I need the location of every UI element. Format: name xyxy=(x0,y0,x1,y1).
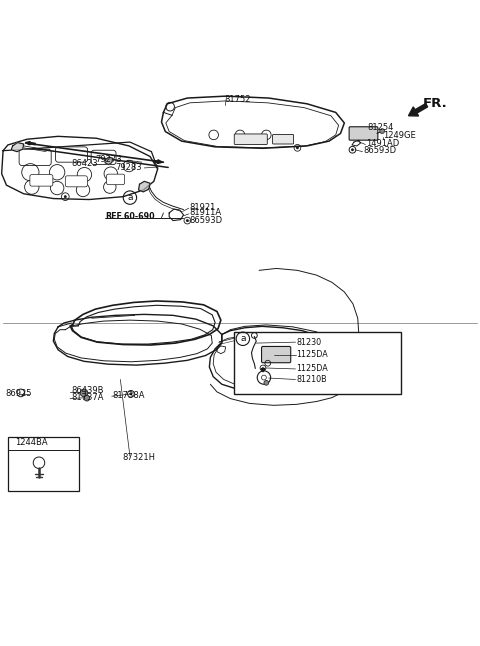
FancyArrow shape xyxy=(154,160,162,163)
Text: 86423: 86423 xyxy=(72,159,98,168)
Polygon shape xyxy=(139,182,150,192)
FancyArrow shape xyxy=(261,368,265,372)
Bar xyxy=(234,331,401,394)
Polygon shape xyxy=(105,157,113,165)
Text: 81752: 81752 xyxy=(225,96,251,105)
FancyBboxPatch shape xyxy=(107,174,125,185)
Text: 81737A: 81737A xyxy=(71,393,104,402)
Circle shape xyxy=(186,219,189,222)
Circle shape xyxy=(264,380,269,385)
FancyBboxPatch shape xyxy=(349,127,378,140)
Text: 81230: 81230 xyxy=(297,338,322,347)
Text: 79273: 79273 xyxy=(96,155,122,164)
Text: 86925: 86925 xyxy=(5,390,32,399)
FancyBboxPatch shape xyxy=(273,134,294,144)
Text: a: a xyxy=(127,193,132,202)
Text: 81911A: 81911A xyxy=(190,209,222,218)
FancyBboxPatch shape xyxy=(262,346,291,362)
Text: 81738A: 81738A xyxy=(113,391,145,400)
Circle shape xyxy=(296,147,299,149)
Circle shape xyxy=(262,367,264,369)
Text: 1249GE: 1249GE xyxy=(384,131,416,140)
Text: 1244BA: 1244BA xyxy=(15,438,48,447)
FancyBboxPatch shape xyxy=(30,174,53,186)
Circle shape xyxy=(263,377,265,379)
FancyBboxPatch shape xyxy=(56,147,87,162)
Text: 86593D: 86593D xyxy=(363,146,396,155)
Circle shape xyxy=(80,389,88,397)
FancyBboxPatch shape xyxy=(91,151,116,165)
Text: 1125DA: 1125DA xyxy=(297,364,328,373)
FancyBboxPatch shape xyxy=(65,176,87,187)
Circle shape xyxy=(380,129,384,134)
Text: REF.60-690: REF.60-690 xyxy=(105,213,155,221)
Text: 87321H: 87321H xyxy=(123,453,156,463)
Circle shape xyxy=(84,395,90,401)
Text: 86439B: 86439B xyxy=(71,386,104,395)
FancyArrow shape xyxy=(25,141,35,145)
Circle shape xyxy=(267,362,269,364)
Text: 86593D: 86593D xyxy=(190,216,223,225)
FancyBboxPatch shape xyxy=(19,149,51,165)
Text: FR.: FR. xyxy=(423,97,447,110)
Circle shape xyxy=(130,392,132,395)
Circle shape xyxy=(351,149,354,151)
Text: 81254: 81254 xyxy=(367,123,394,132)
Text: a: a xyxy=(240,334,246,343)
FancyBboxPatch shape xyxy=(234,134,267,145)
Circle shape xyxy=(64,195,67,198)
Text: 79283: 79283 xyxy=(116,163,142,172)
Text: 81210B: 81210B xyxy=(297,375,327,384)
FancyArrow shape xyxy=(408,103,428,116)
Text: 81921: 81921 xyxy=(190,203,216,212)
Bar xyxy=(8,437,79,490)
Text: 1125DA: 1125DA xyxy=(297,350,328,359)
Text: 1491AD: 1491AD xyxy=(366,138,400,147)
Polygon shape xyxy=(11,143,24,152)
